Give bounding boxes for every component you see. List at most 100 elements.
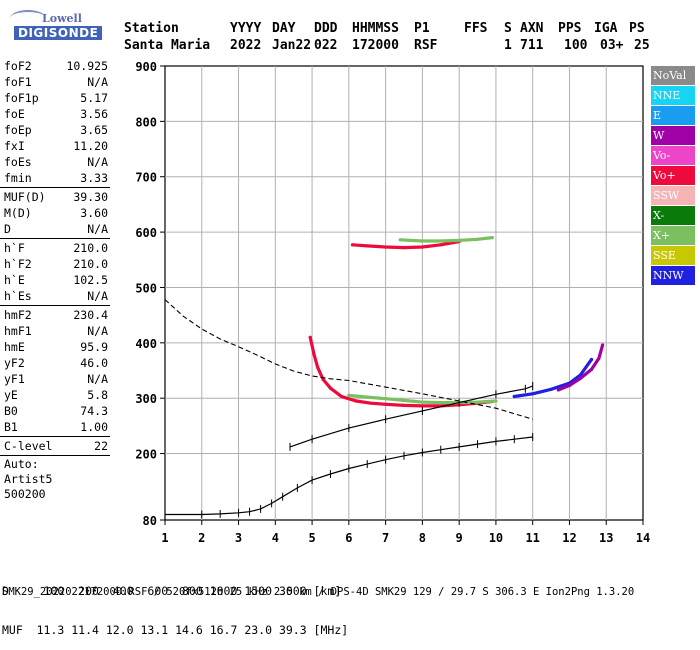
param-value: 3.65 (80, 123, 108, 137)
param-value: 5.17 (80, 91, 108, 105)
header-row1-col-10: IGA (594, 21, 618, 36)
param-row-b1: B1 1.00 (0, 419, 112, 435)
auto-line1: Auto: (4, 457, 39, 471)
param-name: yF2 (4, 356, 25, 370)
distance-row: D 100 200 400 600 800 1000 1500 3000 [km… (2, 584, 342, 598)
series-x--point (420, 400, 424, 404)
header-row2-col-10: 03+ (600, 38, 624, 53)
x-tick-label: 4 (272, 531, 279, 545)
param-value: 95.9 (80, 340, 108, 354)
header-row1-col-3: DDD (314, 21, 338, 36)
x-tick-label: 11 (525, 531, 539, 545)
param-value: 210.0 (73, 241, 108, 255)
param-name: B1 (4, 420, 18, 434)
series-vo--point (384, 402, 388, 406)
param-value: N/A (87, 324, 108, 338)
parameters-panel: foF2 10.925 foF1 N/A foF1p 5.17 foE 3.56 foEp 3.6… (0, 58, 112, 502)
param-row-fof2: foF2 10.925 (0, 58, 112, 74)
x-tick-label: 6 (345, 531, 352, 545)
series-w-point (600, 343, 605, 347)
param-name: h`E (4, 273, 25, 287)
series-nnw-point (531, 392, 535, 396)
param-separator (0, 455, 110, 456)
series-nnw-point (549, 387, 553, 391)
plot-frame (164, 65, 644, 521)
param-name: h`Es (4, 289, 32, 303)
param-name: B0 (4, 404, 18, 418)
legend-item-sse: SSE (651, 246, 695, 265)
param-value: N/A (87, 372, 108, 386)
series-vo--point (321, 377, 325, 381)
param-row-foes: foEs N/A (0, 154, 112, 170)
param-row-foe: foE 3.56 (0, 106, 112, 122)
param-row-fxi: fxI 11.20 (0, 138, 112, 154)
param-value: 3.56 (80, 107, 108, 121)
x-tick-label: 12 (562, 531, 576, 545)
series-vo--point (350, 243, 355, 247)
param-name: hmF2 (4, 308, 32, 322)
series-x--point (384, 397, 388, 401)
distance-muf-table: D 100 200 400 600 800 1000 1500 3000 [km… (2, 559, 348, 650)
series-vo--point (420, 245, 424, 249)
header-row2-col-5: RSF (414, 38, 438, 53)
param-name: foEs (4, 155, 32, 169)
param-name: yF1 (4, 372, 25, 386)
param-separator (0, 238, 110, 239)
param-separator (0, 305, 110, 306)
param-value: 5.8 (87, 388, 108, 402)
header-row2-col-2: Jan22 (272, 38, 312, 53)
x-tick-label: 2 (198, 531, 205, 545)
param-name: fxI (4, 139, 25, 153)
x-tick-label: 14 (636, 531, 650, 545)
y-tick-label: 500 (135, 281, 157, 295)
param-row-fof1p: foF1p 5.17 (0, 90, 112, 106)
param-value: 102.5 (73, 273, 108, 287)
legend-item-x-: X- (651, 206, 695, 225)
legend-item-vo-: Vo- (651, 146, 695, 165)
color-legend: NoVal NNE E W Vo- Vo+ SSW X- X+ SSE NNW (651, 66, 695, 286)
param-name: hmE (4, 340, 25, 354)
file-info-line: SMK29_2022022172000.RSF / 520fx512h 25 k… (2, 586, 635, 598)
param-name: MUF(D) (4, 190, 46, 204)
series-nnw-trace (512, 357, 594, 399)
param-value: N/A (87, 222, 108, 236)
param-row-h-e: h`E 102.5 (0, 272, 112, 288)
y-tick-label: 600 (135, 226, 157, 240)
series-x--point (420, 239, 424, 243)
legend-item-nnw: NNW (651, 266, 695, 285)
param-row-m-d-: M(D) 3.60 (0, 205, 112, 221)
legend-item-nne: NNE (651, 86, 695, 105)
legend-item-w: W (651, 126, 695, 145)
y-tick-label: 400 (135, 337, 157, 351)
param-row-fof1: foF1 N/A (0, 74, 112, 90)
series-vo--point (402, 246, 406, 250)
param-row-c-level: C-level 22 (0, 438, 112, 454)
param-value: 11.20 (73, 139, 108, 153)
y-tick-label: 200 (135, 448, 157, 462)
header-row2-col-8: 711 (520, 38, 544, 53)
series-vo--point (369, 401, 373, 405)
param-name: yE (4, 388, 18, 402)
param-row-h-f2: h`F2 210.0 (0, 256, 112, 272)
legend-item-noval: NoVal (651, 66, 695, 85)
legend-item-x-: X+ (651, 226, 695, 245)
param-name: foF1p (4, 91, 39, 105)
param-row-yf1: yF1 N/A (0, 371, 112, 387)
series-w-point (589, 367, 594, 372)
series-vo--point (339, 394, 344, 399)
header-row2-col-1: 2022 (230, 38, 262, 53)
logo-arc-icon (10, 10, 46, 26)
x-tick-label: 1 (161, 531, 168, 545)
header-row1-col-8: AXN (520, 21, 544, 36)
param-name: hmF1 (4, 324, 32, 338)
x-tick-label: 8 (419, 531, 426, 545)
auto-line2: Artist5 (4, 472, 53, 486)
series-w-point (578, 376, 583, 380)
series-x--point (365, 395, 369, 399)
x-tick-label: 9 (456, 531, 463, 545)
series-vo--point (439, 243, 443, 247)
param-value: 1.00 (80, 420, 108, 434)
series-x--point (439, 401, 443, 405)
param-name: foE (4, 107, 25, 121)
param-row-muf-d-: MUF(D) 39.30 (0, 189, 112, 205)
